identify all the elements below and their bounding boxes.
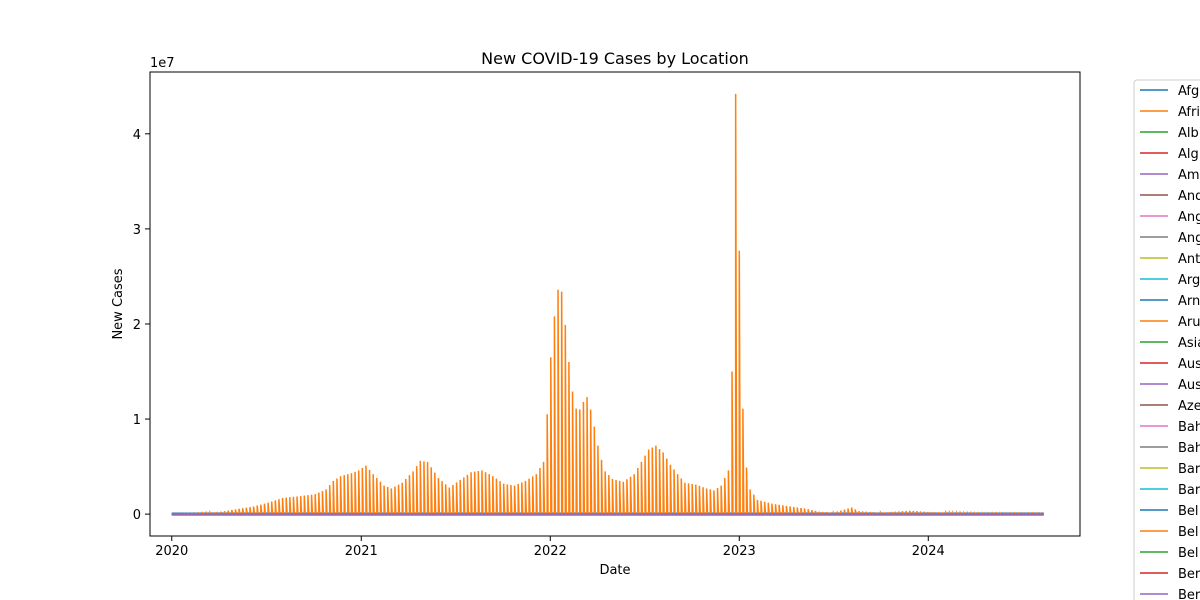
legend-label: Ang: [1178, 231, 1200, 246]
chart-title: New COVID-19 Cases by Location: [481, 49, 749, 68]
x-tick-label: 2020: [155, 544, 188, 559]
legend-label: Alb: [1178, 126, 1199, 141]
y-tick-label: 0: [133, 508, 141, 523]
legend-label: Aru: [1178, 315, 1200, 330]
legend-label: Aus: [1178, 357, 1200, 372]
x-tick-label: 2021: [345, 544, 378, 559]
legend-label: Ber: [1178, 588, 1200, 600]
legend-label: Aus: [1178, 378, 1200, 393]
y-tick-label: 4: [133, 128, 141, 143]
legend-label: Afg: [1178, 84, 1199, 99]
legend-label: Afri: [1178, 105, 1200, 120]
legend-label: Asia: [1178, 336, 1200, 351]
legend-label: And: [1178, 189, 1200, 204]
legend-label: Bel: [1178, 504, 1199, 519]
y-axis: 0 1 2 3 4: [133, 128, 150, 523]
plot-area: [171, 93, 1044, 516]
legend-label: Bel: [1178, 525, 1199, 540]
x-tick-label: 2022: [534, 544, 567, 559]
legend-label: Aze: [1178, 399, 1200, 414]
legend-label: Bar: [1178, 462, 1200, 477]
legend: Afg Afri Alb Alg Am And Ang Ang Ant Arg Arn Aru Asi a…: [1133, 79, 1200, 600]
x-tick-label: 2023: [723, 544, 756, 559]
legend-label: Bar: [1178, 483, 1200, 498]
legend-label: Ber: [1178, 567, 1200, 582]
y-tick-label: 1: [133, 413, 141, 428]
plot-frame: [149, 71, 1081, 537]
legend-box: [1133, 79, 1200, 600]
x-axis: 2020 2021 2022 2023 2024: [155, 536, 945, 559]
y-tick-label: 2: [133, 318, 141, 333]
y-axis-label: New Cases: [111, 268, 126, 339]
legend-label: Bah: [1178, 441, 1200, 456]
x-axis-label: Date: [599, 563, 630, 578]
legend-label: Am: [1178, 168, 1200, 183]
legend-label: Alg: [1178, 147, 1199, 162]
y-offset-text: 1e7: [150, 56, 175, 71]
x-tick-label: 2024: [912, 544, 945, 559]
legend-label: Ang: [1178, 210, 1200, 225]
legend-label: Bel: [1178, 546, 1199, 561]
legend-label: Bah: [1178, 420, 1200, 435]
legend-label: Ant: [1178, 252, 1200, 267]
legend-label: Arg: [1178, 273, 1200, 288]
y-tick-label: 3: [133, 223, 141, 238]
legend-label: Arn: [1178, 294, 1200, 309]
